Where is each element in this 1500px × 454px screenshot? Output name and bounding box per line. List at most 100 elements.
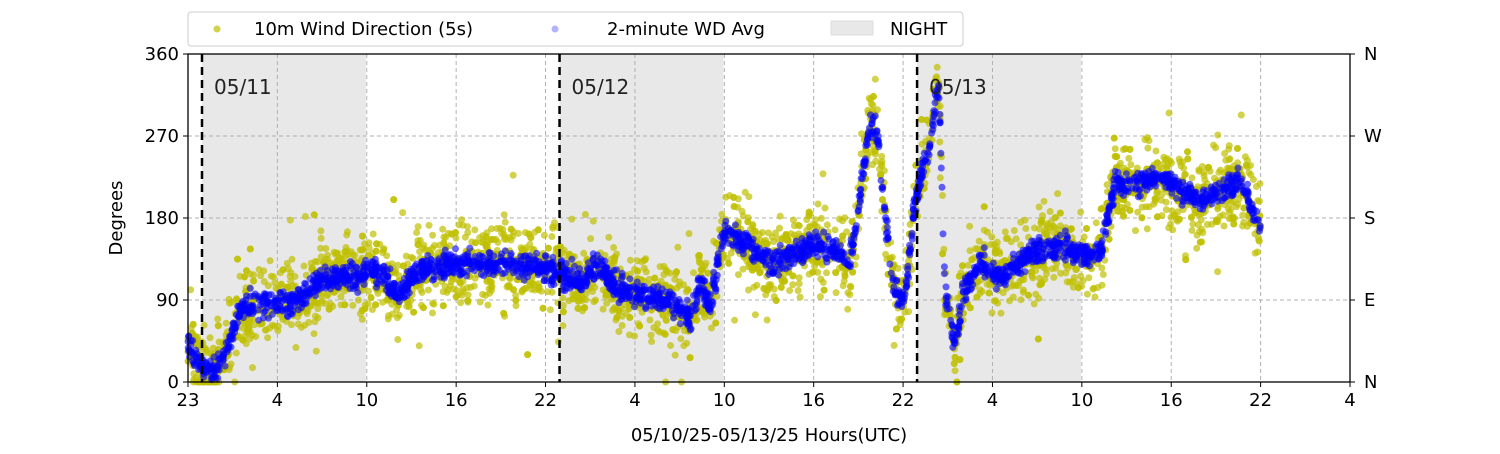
wd5s-point	[1193, 245, 1200, 252]
wd5s-point	[280, 266, 287, 273]
wd5s-point	[1196, 228, 1203, 235]
wd2min-point	[855, 207, 862, 214]
wd5s-point	[1255, 237, 1262, 244]
wd2min-point	[777, 242, 784, 249]
wd5s-point	[589, 288, 596, 295]
wd5s-point	[796, 274, 803, 281]
wd5s-point	[590, 298, 597, 305]
wd5s-point	[471, 283, 478, 290]
wd5s-point	[419, 289, 426, 296]
wd5s-point	[287, 269, 294, 276]
wd5s-point	[311, 330, 318, 337]
wd5s-point	[400, 262, 407, 269]
wd5s-point	[685, 287, 692, 294]
wd5s-point	[261, 278, 268, 285]
wd5s-point	[403, 253, 410, 260]
wd5s-point	[575, 305, 582, 312]
wd5s-point	[936, 138, 943, 145]
wd5s-point	[1166, 110, 1173, 117]
wd2min-point	[938, 165, 945, 172]
wd5s-point	[453, 287, 460, 294]
wd5s-point	[373, 248, 380, 255]
wd5s-point	[1189, 221, 1196, 228]
wd5s-point	[250, 277, 257, 284]
wd5s-point	[545, 245, 552, 252]
wd5s-point	[508, 237, 515, 244]
wd5s-point	[1205, 164, 1212, 171]
wd5s-point	[415, 241, 422, 248]
wd5s-point	[918, 116, 925, 123]
wd5s-point	[1100, 271, 1107, 278]
wd5s-point	[1047, 208, 1054, 215]
wd5s-point	[872, 76, 879, 83]
wd5s-point	[1243, 162, 1250, 169]
wd5s-point	[669, 326, 676, 333]
wd2min-point	[1179, 196, 1186, 203]
wd5s-point	[1054, 190, 1061, 197]
wd5s-point	[722, 194, 729, 201]
wd5s-point	[535, 284, 542, 291]
wd5s-point	[394, 314, 401, 321]
wd5s-point	[1119, 208, 1126, 215]
wd5s-point	[440, 240, 447, 247]
wd5s-point	[1036, 281, 1043, 288]
wd5s-point	[815, 201, 822, 208]
wd5s-point	[301, 322, 308, 329]
wd5s-point	[1142, 136, 1149, 143]
wd5s-point	[991, 298, 998, 305]
wd5s-point	[1226, 165, 1233, 172]
wd5s-point	[318, 235, 325, 242]
wd5s-point	[440, 288, 447, 295]
wd5s-point	[842, 273, 849, 280]
wd5s-point	[937, 174, 944, 181]
wd5s-point	[344, 228, 351, 235]
wd5s-point	[744, 218, 751, 225]
wd5s-point	[410, 309, 417, 316]
wd5s-point	[1084, 291, 1091, 298]
wd5s-point	[839, 233, 846, 240]
wd5s-point	[994, 239, 1001, 246]
wd5s-point	[287, 217, 294, 224]
wd2min-point	[1095, 256, 1102, 263]
wd5s-point	[1017, 219, 1024, 226]
wd5s-point	[1122, 145, 1129, 152]
wd5s-point	[740, 266, 747, 273]
wd5s-point	[246, 317, 253, 324]
wd5s-point	[207, 334, 214, 341]
wd5s-point	[453, 293, 460, 300]
wd5s-point	[781, 278, 788, 285]
wd2min-point	[926, 145, 933, 152]
wd5s-point	[1029, 274, 1036, 281]
wd5s-point	[1176, 216, 1183, 223]
wd5s-point	[548, 233, 555, 240]
wd5s-point	[560, 308, 567, 315]
wd5s-point	[1143, 203, 1150, 210]
wd5s-point	[1197, 239, 1204, 246]
wd5s-point	[464, 297, 471, 304]
wd2min-point	[946, 305, 953, 312]
wd5s-point	[777, 213, 784, 220]
wd5s-point	[366, 239, 373, 246]
wd5s-point	[797, 294, 804, 301]
wd5s-point	[501, 236, 508, 243]
wd5s-point	[1112, 145, 1119, 152]
wd5s-point	[1154, 159, 1161, 166]
wd5s-point	[783, 232, 790, 239]
wd5s-point	[581, 304, 588, 311]
wd5s-point	[233, 350, 240, 357]
wd5s-point	[879, 196, 886, 203]
wd5s-point	[1051, 224, 1058, 231]
wd5s-point	[223, 320, 230, 327]
wd5s-point	[648, 338, 655, 345]
wd2min-point	[684, 297, 691, 304]
wd5s-point	[1212, 144, 1219, 151]
wd5s-point	[332, 251, 339, 258]
wd5s-point	[770, 238, 777, 245]
wd5s-point	[666, 270, 673, 277]
wd2min-point	[487, 249, 494, 256]
wd5s-point	[1068, 225, 1075, 232]
wd5s-point	[1035, 336, 1042, 343]
wd5s-point	[477, 299, 484, 306]
wd5s-point	[667, 342, 674, 349]
